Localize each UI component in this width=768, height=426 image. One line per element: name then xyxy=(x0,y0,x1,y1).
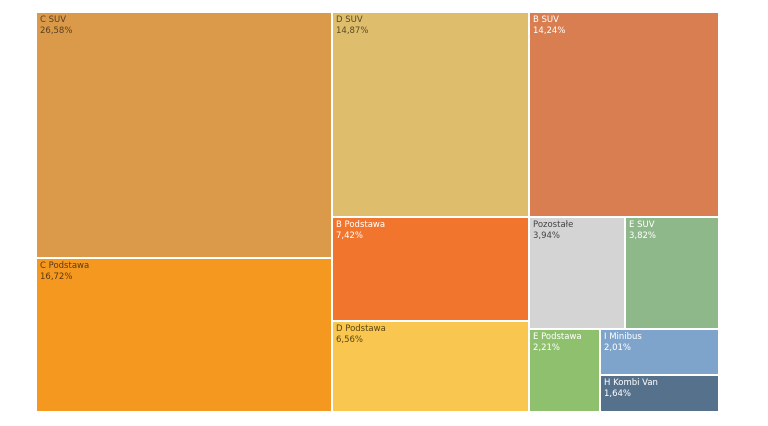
treemap-tile-c-suv[interactable]: C SUV 26,58% xyxy=(36,12,332,258)
tile-label: B Podstawa 7,42% xyxy=(336,220,385,242)
tile-share-value: 6,56% xyxy=(336,335,364,345)
tile-label: H Kombi Van 1,64% xyxy=(604,378,658,400)
treemap-tile-d-podstawa[interactable]: D Podstawa 6,56% xyxy=(332,321,529,412)
tile-label: I Minibus 2,01% xyxy=(604,332,642,354)
tile-share-value: 3,94% xyxy=(533,231,561,241)
tile-category-name: D Podstawa xyxy=(336,324,386,334)
tile-category-name: Pozostałe xyxy=(533,220,574,230)
treemap-tile-i-minibus[interactable]: I Minibus 2,01% xyxy=(600,329,719,375)
tile-share-value: 2,21% xyxy=(533,343,561,353)
tile-category-name: C Podstawa xyxy=(40,261,90,271)
tile-label: E SUV 3,82% xyxy=(629,220,656,242)
treemap-tile-c-podstawa[interactable]: C Podstawa 16,72% xyxy=(36,258,332,412)
tile-share-value: 14,87% xyxy=(336,26,369,36)
treemap-tile-b-podstawa[interactable]: B Podstawa 7,42% xyxy=(332,217,529,321)
tile-category-name: I Minibus xyxy=(604,332,642,342)
treemap-tile-pozostale[interactable]: Pozostałe 3,94% xyxy=(529,217,625,329)
treemap-tile-e-suv[interactable]: E SUV 3,82% xyxy=(625,217,719,329)
tile-label: Pozostałe 3,94% xyxy=(533,220,573,242)
tile-category-name: H Kombi Van xyxy=(604,378,658,388)
tile-category-name: E Podstawa xyxy=(533,332,582,342)
tile-label: C SUV 26,58% xyxy=(40,15,72,37)
tile-share-value: 2,01% xyxy=(604,343,632,353)
tile-category-name: B SUV xyxy=(533,15,559,25)
tile-label: E Podstawa 2,21% xyxy=(533,332,582,354)
tile-share-value: 1,64% xyxy=(604,389,632,399)
tile-share-value: 14,24% xyxy=(533,26,566,36)
treemap-tile-d-suv[interactable]: D SUV 14,87% xyxy=(332,12,529,217)
tile-share-value: 16,72% xyxy=(40,272,73,282)
tile-share-value: 26,58% xyxy=(40,26,73,36)
treemap-tile-e-podstawa[interactable]: E Podstawa 2,21% xyxy=(529,329,600,412)
tile-category-name: B Podstawa xyxy=(336,220,386,230)
tile-label: B SUV 14,24% xyxy=(533,15,565,37)
tile-label: D SUV 14,87% xyxy=(336,15,368,37)
treemap-tile-h-kombi-van[interactable]: H Kombi Van 1,64% xyxy=(600,375,719,412)
tile-category-name: E SUV xyxy=(629,220,655,230)
tile-label: C Podstawa 16,72% xyxy=(40,261,89,283)
tile-share-value: 3,82% xyxy=(629,231,657,241)
treemap-tile-b-suv[interactable]: B SUV 14,24% xyxy=(529,12,719,217)
tile-category-name: C SUV xyxy=(40,15,67,25)
tile-category-name: D SUV xyxy=(336,15,363,25)
tile-label: D Podstawa 6,56% xyxy=(336,324,386,346)
tile-share-value: 7,42% xyxy=(336,231,364,241)
